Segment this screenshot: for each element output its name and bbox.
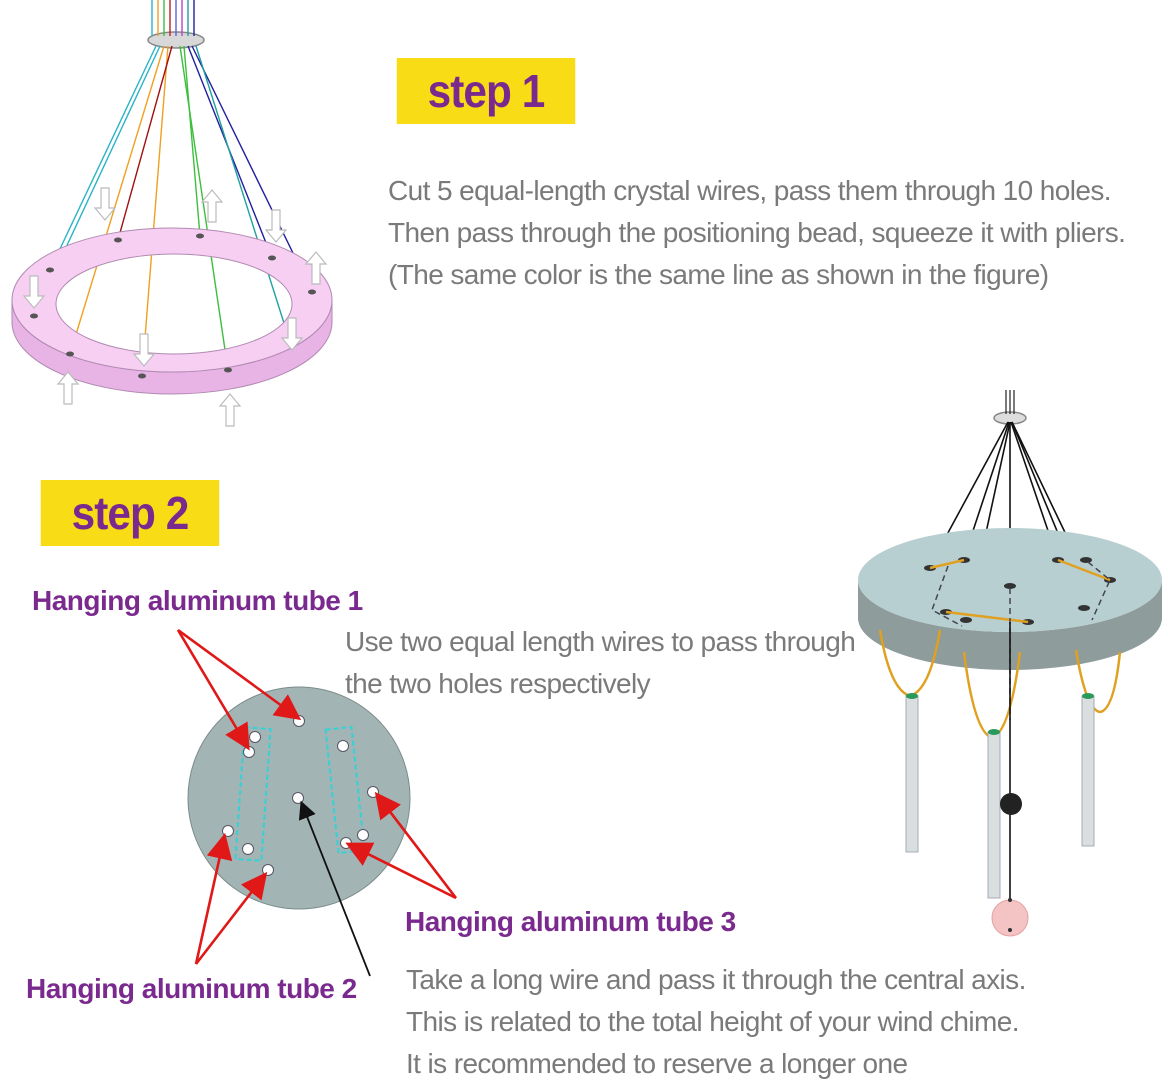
tube-right (1081, 695, 1095, 847)
tube2-label: Hanging aluminum tube 2 (26, 973, 357, 1004)
tube3-label: Hanging aluminum tube 3 (405, 906, 736, 937)
tube-arrows (176, 628, 458, 965)
ring-wire-diagram (11, 0, 333, 427)
colored-wires (33, 0, 313, 377)
tube-middle (987, 731, 1001, 899)
step1-line-2: Then pass through the positioning bead, … (388, 217, 1126, 248)
pink-ring (11, 227, 333, 395)
aluminum-tubes (905, 693, 1095, 899)
step2-badge: step 2 (40, 480, 220, 546)
step1-badge: step 1 (396, 58, 576, 124)
step1-line-1: Cut 5 equal-length crystal wires, pass t… (388, 175, 1112, 206)
ring-holes (30, 233, 316, 379)
central-line-3: It is recommended to reserve a longer on… (406, 1048, 908, 1079)
striker-ball (1000, 793, 1022, 815)
tube1-dashed-outline (234, 726, 272, 862)
central-axis-arrow (298, 800, 371, 977)
two-wires-line-1: Use two equal length wires to pass throu… (345, 626, 856, 657)
two-wires-description: Use two equal length wires to pass throu… (345, 621, 856, 705)
wind-chime-assembly (858, 390, 1162, 937)
step1-line-3: (The same color is the same line as show… (388, 259, 1049, 290)
disc-hole-diagram (176, 628, 458, 977)
step1-description: Cut 5 equal-length crystal wires, pass t… (388, 170, 1126, 296)
tube-left (905, 695, 919, 853)
central-line-2: This is related to the total height of y… (406, 1006, 1019, 1037)
direction-arrows (22, 187, 328, 427)
central-wire-description: Take a long wire and pass it through the… (406, 959, 1026, 1085)
central-line-1: Take a long wire and pass it through the… (406, 964, 1026, 995)
two-wires-line-2: the two holes respectively (345, 668, 651, 699)
tube1-label: Hanging aluminum tube 1 (32, 585, 363, 616)
